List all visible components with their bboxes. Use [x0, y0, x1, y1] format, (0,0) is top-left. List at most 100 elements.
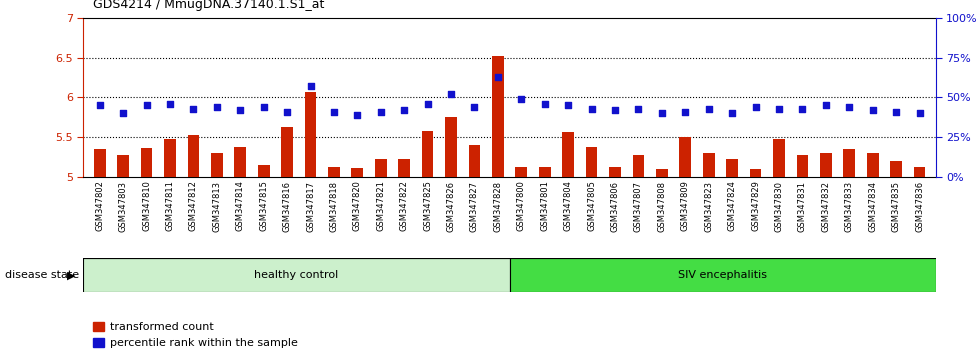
Text: GSM347808: GSM347808 — [658, 181, 666, 232]
Point — [911, 110, 927, 116]
Point — [279, 109, 295, 115]
Bar — [679, 137, 691, 177]
Text: GSM347809: GSM347809 — [681, 181, 690, 232]
Point — [608, 107, 623, 113]
Bar — [726, 160, 738, 177]
Text: disease state: disease state — [5, 270, 79, 280]
Text: GSM347813: GSM347813 — [213, 181, 221, 232]
Text: GSM347812: GSM347812 — [189, 181, 198, 232]
Point — [443, 91, 459, 97]
Text: GSM347820: GSM347820 — [353, 181, 362, 232]
Bar — [492, 56, 504, 177]
Bar — [328, 167, 340, 177]
Bar — [610, 167, 621, 177]
Bar — [773, 139, 785, 177]
Text: GSM347828: GSM347828 — [493, 181, 503, 232]
Point — [396, 107, 412, 113]
Point — [373, 109, 389, 115]
Point — [584, 105, 600, 111]
Point — [864, 107, 880, 113]
Text: GSM347802: GSM347802 — [95, 181, 104, 232]
Text: GSM347824: GSM347824 — [727, 181, 737, 232]
Point — [466, 104, 482, 110]
Text: GSM347800: GSM347800 — [516, 181, 526, 232]
Legend: transformed count, percentile rank within the sample: transformed count, percentile rank withi… — [89, 317, 302, 353]
Text: GSM347827: GSM347827 — [470, 181, 479, 232]
Bar — [187, 135, 199, 177]
Text: GSM347806: GSM347806 — [611, 181, 619, 232]
Point — [514, 96, 529, 102]
Bar — [797, 155, 808, 177]
Text: GSM347803: GSM347803 — [119, 181, 127, 232]
Bar — [632, 155, 644, 177]
Point — [561, 103, 576, 108]
Bar — [445, 117, 457, 177]
Point — [350, 112, 366, 118]
Point — [490, 74, 506, 79]
Bar — [703, 153, 714, 177]
Bar — [515, 167, 527, 177]
Point — [209, 104, 224, 110]
Bar — [539, 167, 551, 177]
Text: SIV encephalitis: SIV encephalitis — [678, 270, 767, 280]
Bar — [563, 132, 574, 177]
Point — [326, 109, 342, 115]
Bar — [281, 127, 293, 177]
Bar — [913, 167, 925, 177]
Bar — [164, 139, 175, 177]
Text: GSM347821: GSM347821 — [376, 181, 385, 232]
Point — [724, 110, 740, 116]
Text: healthy control: healthy control — [255, 270, 338, 280]
Text: GSM347836: GSM347836 — [915, 181, 924, 232]
Text: GSM347810: GSM347810 — [142, 181, 151, 232]
Bar — [890, 161, 902, 177]
Bar — [510, 258, 936, 292]
Bar — [141, 148, 153, 177]
Text: GSM347804: GSM347804 — [564, 181, 572, 232]
Bar — [820, 153, 832, 177]
Text: GSM347805: GSM347805 — [587, 181, 596, 232]
Text: GDS4214 / MmugDNA.37140.1.S1_at: GDS4214 / MmugDNA.37140.1.S1_at — [93, 0, 324, 11]
Text: GSM347801: GSM347801 — [540, 181, 549, 232]
Bar — [586, 147, 598, 177]
Bar — [844, 149, 856, 177]
Point — [116, 110, 131, 116]
Bar — [421, 131, 433, 177]
Bar — [750, 169, 761, 177]
Point — [185, 105, 201, 111]
Bar — [118, 155, 129, 177]
Bar — [305, 92, 317, 177]
Point — [654, 110, 669, 116]
Point — [232, 107, 248, 113]
Point — [677, 109, 693, 115]
Bar — [375, 160, 387, 177]
Text: GSM347835: GSM347835 — [892, 181, 901, 232]
Bar — [352, 168, 364, 177]
Point — [701, 105, 716, 111]
Text: GSM347829: GSM347829 — [751, 181, 760, 232]
Point — [256, 104, 271, 110]
Point — [139, 103, 155, 108]
Text: GSM347817: GSM347817 — [306, 181, 315, 232]
Point — [162, 101, 177, 107]
Bar — [94, 149, 106, 177]
Point — [888, 109, 904, 115]
Text: GSM347831: GSM347831 — [798, 181, 807, 232]
Text: GSM347822: GSM347822 — [400, 181, 409, 232]
Bar — [234, 147, 246, 177]
Bar — [866, 153, 878, 177]
Text: GSM347811: GSM347811 — [166, 181, 174, 232]
Text: ▶: ▶ — [68, 270, 75, 280]
Point — [303, 83, 318, 89]
Bar — [211, 153, 222, 177]
Point — [748, 104, 763, 110]
Text: GSM347816: GSM347816 — [282, 181, 292, 232]
Bar — [398, 160, 410, 177]
Point — [92, 103, 108, 108]
Point — [795, 105, 810, 111]
Point — [537, 101, 553, 107]
Text: GSM347832: GSM347832 — [821, 181, 830, 232]
Text: GSM347825: GSM347825 — [423, 181, 432, 232]
Text: GSM347818: GSM347818 — [329, 181, 338, 232]
Text: GSM347814: GSM347814 — [236, 181, 245, 232]
